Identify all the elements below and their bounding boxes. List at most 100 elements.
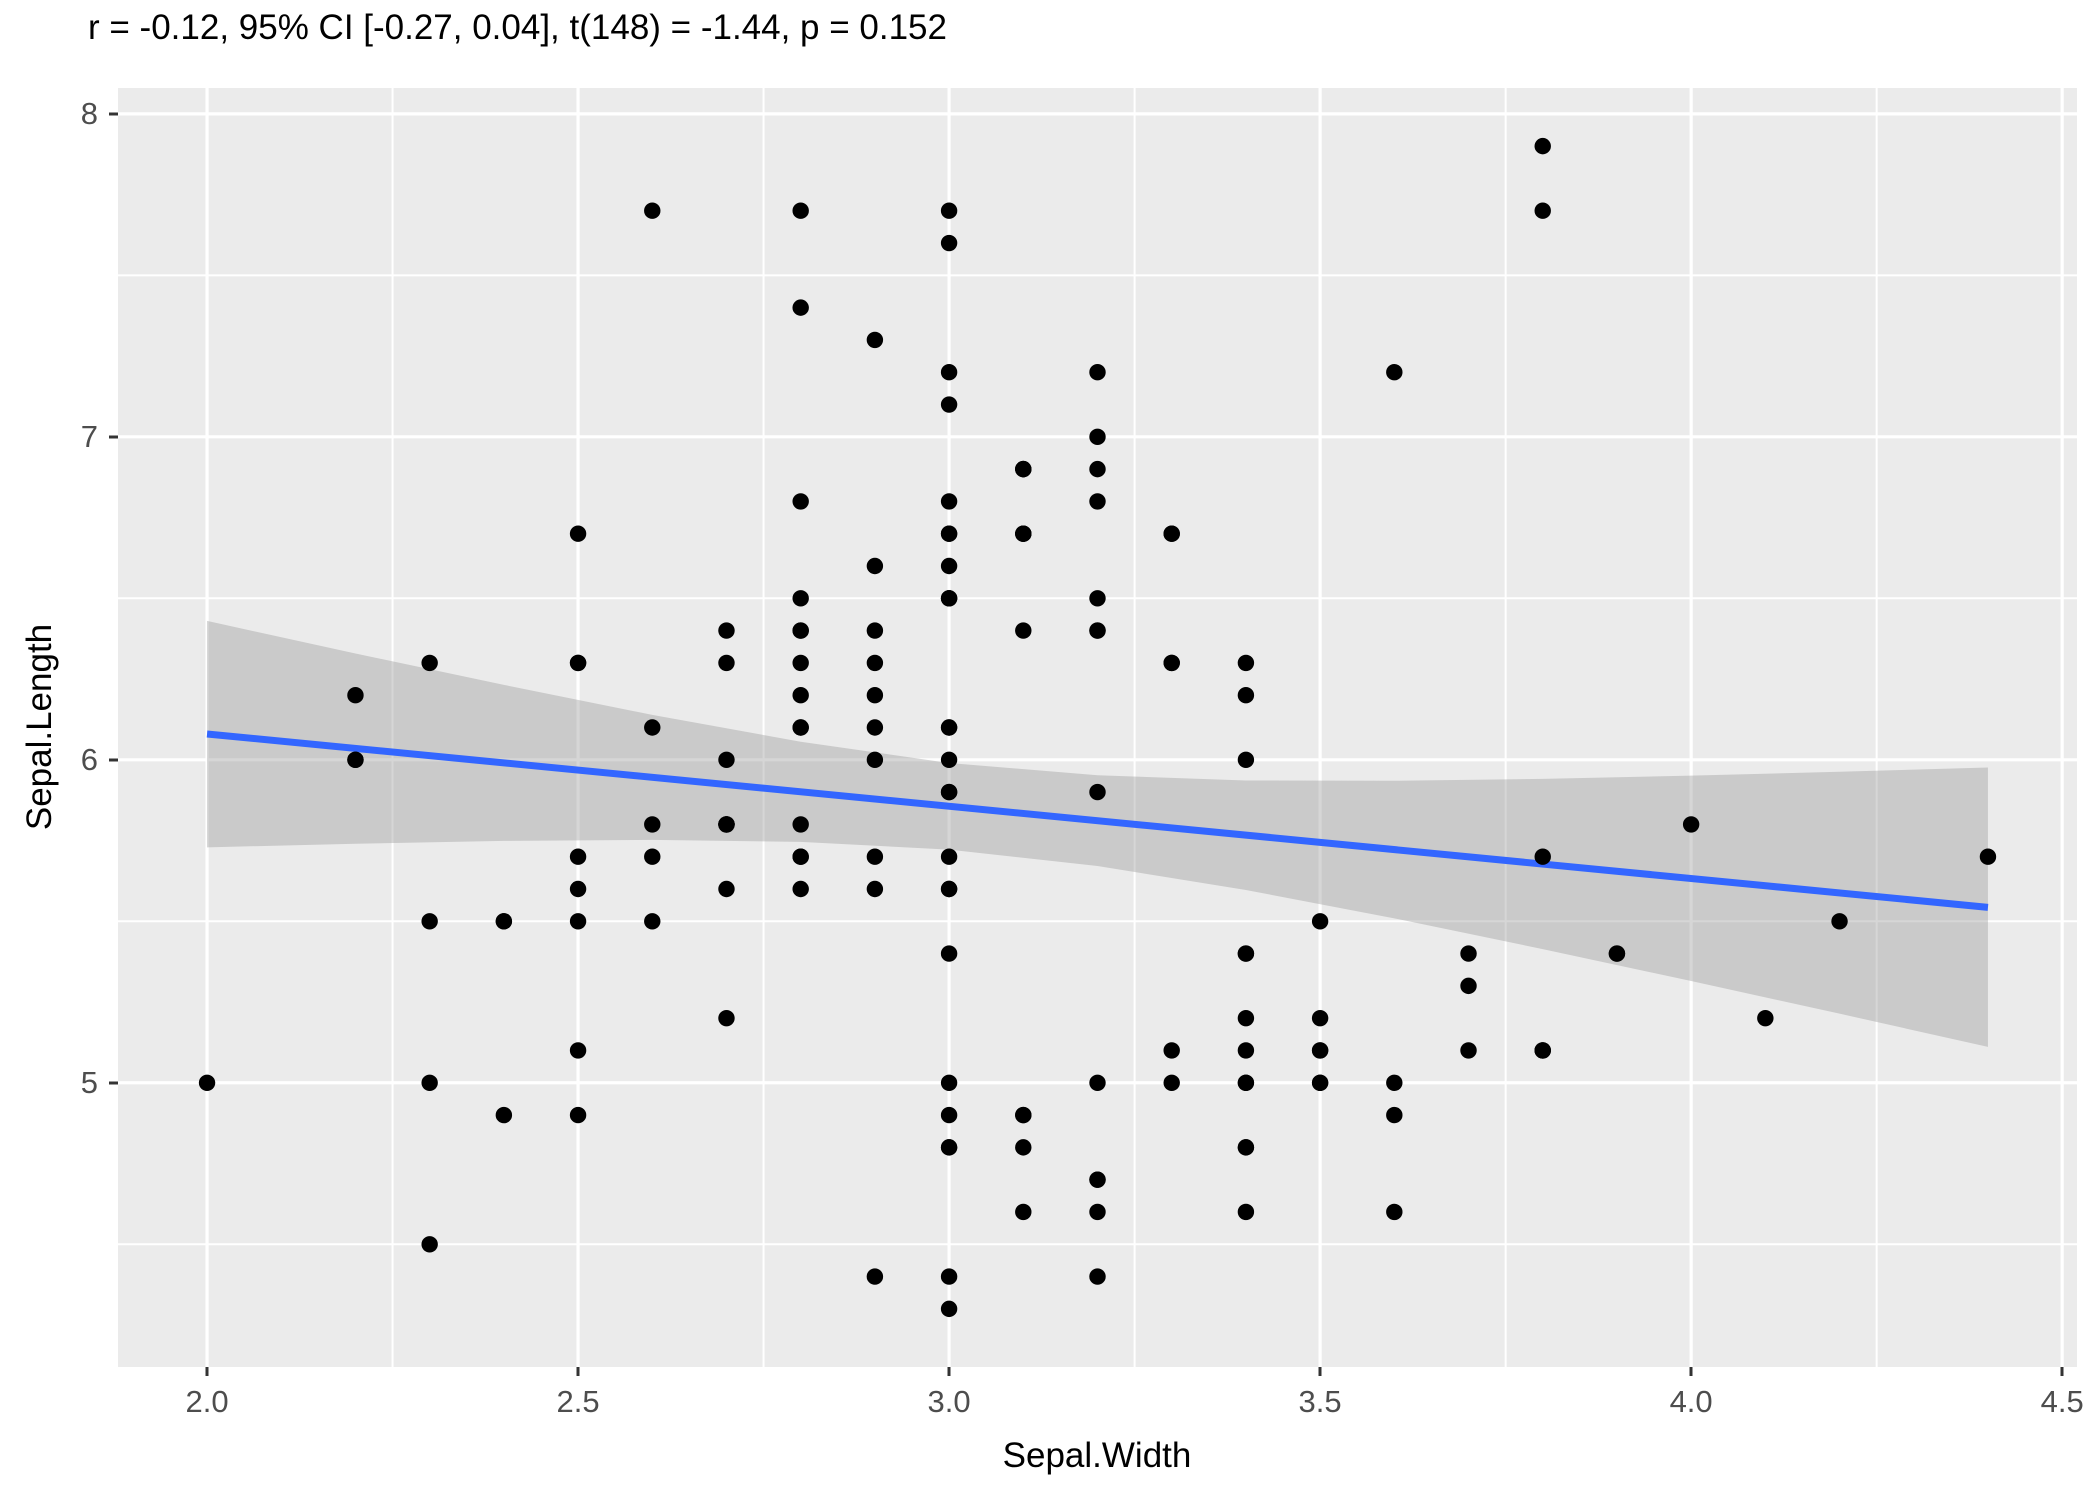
x-tick-mark <box>2060 1367 2064 1376</box>
scatter-point <box>940 1139 958 1156</box>
scatter-point <box>495 1106 513 1124</box>
scatter-point <box>718 816 735 833</box>
scatter-point <box>569 654 587 672</box>
scatter-point <box>1237 1139 1255 1156</box>
scatter-point <box>421 654 438 672</box>
scatter-point <box>1089 622 1106 639</box>
scatter-point <box>940 1268 958 1285</box>
scatter-point <box>940 557 958 575</box>
scatter-point <box>940 493 958 510</box>
scatter-point <box>792 654 809 672</box>
y-tick-label: 5 <box>80 1064 98 1100</box>
scatter-point <box>718 880 735 898</box>
scatter-point <box>1163 525 1180 542</box>
scatter-point <box>1534 137 1551 155</box>
x-axis-title: Sepal.Width <box>1002 1436 1192 1475</box>
scatter-point <box>198 1074 216 1091</box>
scatter-point <box>1386 1074 1403 1091</box>
y-tick-label: 7 <box>80 418 98 454</box>
y-tick-label: 6 <box>80 741 98 777</box>
scatter-point <box>1163 1042 1180 1059</box>
scatter-point <box>1311 913 1329 930</box>
scatter-point <box>569 880 587 898</box>
scatter-point <box>1015 1139 1032 1156</box>
scatter-point <box>718 654 735 672</box>
scatter-point <box>866 719 884 736</box>
scatter-point <box>1237 945 1255 962</box>
scatter-point <box>866 1268 884 1285</box>
scatter-point <box>1311 1074 1329 1091</box>
scatter-point <box>1089 493 1106 510</box>
scatter-point <box>1386 1106 1403 1124</box>
scatter-point <box>792 816 809 833</box>
scatter-point <box>792 493 809 510</box>
scatter-point <box>866 751 884 768</box>
scatter-point <box>1089 590 1106 607</box>
scatter-point <box>792 299 809 316</box>
scatter-point <box>1015 1203 1032 1221</box>
regression-line <box>206 730 1989 911</box>
x-tick-label: 4.0 <box>1669 1384 1713 1419</box>
y-tick-mark <box>109 1081 118 1085</box>
scatter-point <box>1534 1042 1551 1059</box>
scatter-point <box>1237 1203 1255 1221</box>
scatter-point <box>1460 945 1477 962</box>
y-tick-label: 8 <box>80 95 98 131</box>
scatter-point <box>1015 460 1032 478</box>
scatter-point <box>1089 428 1106 446</box>
scatter-point <box>1089 1074 1106 1091</box>
scatter-point <box>940 234 958 252</box>
scatter-point <box>1237 751 1255 768</box>
scatter-point <box>866 557 884 575</box>
scatter-point <box>866 654 884 672</box>
scatter-point <box>644 719 661 736</box>
scatter-point <box>940 848 958 865</box>
scatter-point <box>1311 1009 1329 1027</box>
scatter-point <box>1534 848 1551 865</box>
scatter-point <box>866 331 884 349</box>
scatter-point <box>940 364 958 381</box>
scatter-point <box>1015 525 1032 542</box>
scatter-point <box>792 687 809 704</box>
scatter-point <box>792 202 809 219</box>
panel-background <box>118 88 2077 1367</box>
scatter-point <box>1163 654 1180 672</box>
scatter-point <box>1163 1074 1180 1091</box>
scatter-point <box>940 590 958 607</box>
scatter-point <box>1089 1268 1106 1285</box>
x-tick-mark <box>947 1367 951 1376</box>
scatter-point <box>940 202 958 219</box>
scatter-point <box>421 1074 438 1091</box>
scatter-point <box>866 848 884 865</box>
scatter-point <box>940 1300 958 1318</box>
x-tick-mark <box>205 1367 209 1376</box>
x-tick-mark <box>576 1367 580 1376</box>
scatter-point <box>940 719 958 736</box>
scatter-point <box>866 622 884 639</box>
x-tick-label: 2.5 <box>556 1384 600 1419</box>
scatter-point <box>940 945 958 962</box>
scatter-point <box>644 202 661 219</box>
x-tick-mark <box>1318 1367 1322 1376</box>
scatter-point <box>1757 1009 1774 1027</box>
scatter-point <box>1089 1171 1106 1188</box>
scatter-point <box>1089 1203 1106 1221</box>
scatter-point <box>569 525 587 542</box>
scatter-point <box>1831 913 1848 930</box>
y-tick-mark <box>109 758 118 762</box>
x-tick-label: 2.0 <box>185 1384 229 1419</box>
scatter-point <box>1089 783 1106 801</box>
scatter-point <box>347 687 364 704</box>
scatter-point <box>718 1009 735 1027</box>
scatter-point <box>569 1042 587 1059</box>
scatter-point <box>1089 460 1106 478</box>
scatter-point <box>569 848 587 865</box>
x-tick-label: 4.5 <box>2040 1384 2084 1419</box>
x-tick-label: 3.0 <box>927 1384 971 1419</box>
scatter-point <box>1534 202 1551 219</box>
scatter-point <box>940 1106 958 1124</box>
x-tick-label: 3.5 <box>1298 1384 1342 1419</box>
scatter-point <box>1386 1203 1403 1221</box>
scatter-point <box>1015 622 1032 639</box>
